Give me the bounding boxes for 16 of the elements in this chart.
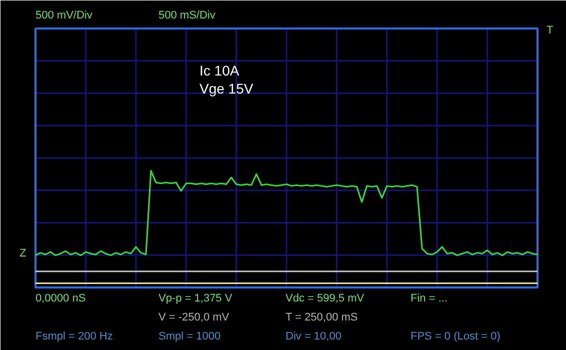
text: Vdc = 599,5 mV (286, 292, 365, 304)
text: Vp-p = 1,375 V (158, 292, 233, 304)
text: Smpl = 1000 (158, 330, 221, 342)
text: 500 mS/Div (158, 10, 216, 22)
text: T (546, 24, 554, 36)
text: FPS = 0 (Lost = 0) (410, 330, 500, 342)
text: Fsmpl = 200 Hz (36, 330, 113, 342)
text: 500 mV/Div (36, 10, 93, 22)
text: Ic 10A (200, 62, 240, 78)
text: Fin = ... (410, 292, 448, 304)
text: Z (20, 248, 26, 260)
text: Vge 15V (200, 80, 254, 96)
text: V = -250,0 mV (158, 312, 230, 324)
text: 0,0000 nS (36, 292, 86, 304)
text: T = 250,00 mS (286, 312, 358, 324)
text: Div = 10,00 (286, 330, 342, 342)
